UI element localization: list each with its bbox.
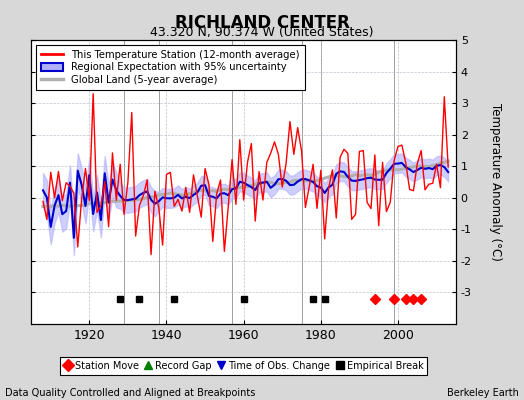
Text: Data Quality Controlled and Aligned at Breakpoints: Data Quality Controlled and Aligned at B…	[5, 388, 256, 398]
Text: Berkeley Earth: Berkeley Earth	[447, 388, 519, 398]
Text: 43.320 N, 90.374 W (United States): 43.320 N, 90.374 W (United States)	[150, 26, 374, 39]
Legend: Station Move, Record Gap, Time of Obs. Change, Empirical Break: Station Move, Record Gap, Time of Obs. C…	[60, 357, 427, 374]
Y-axis label: Temperature Anomaly (°C): Temperature Anomaly (°C)	[488, 103, 501, 261]
Text: RICHLAND CENTER: RICHLAND CENTER	[174, 14, 350, 32]
